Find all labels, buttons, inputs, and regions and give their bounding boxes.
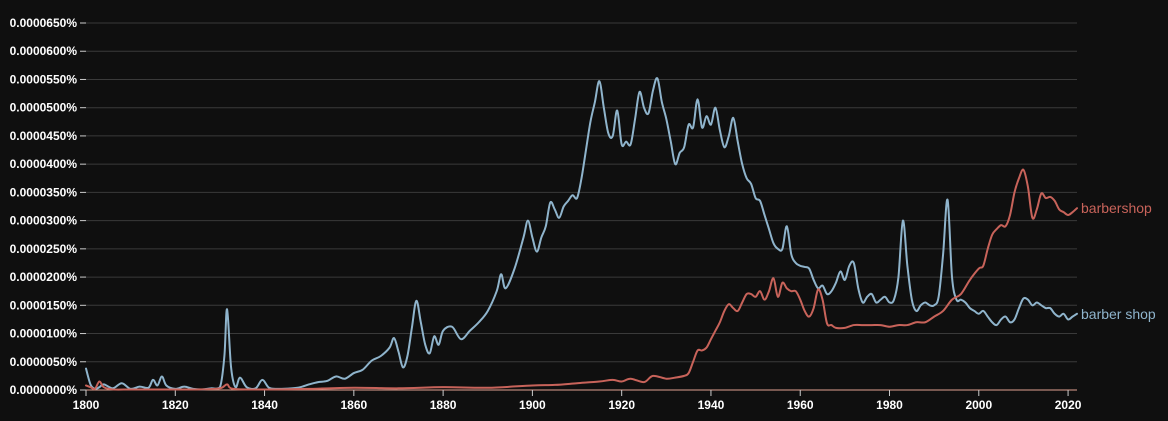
x-axis: 1800 1820 1840 1860 1880 1900 1920 1940 1960 1980… <box>73 389 1082 412</box>
x-tick-label: 1900 <box>519 398 546 412</box>
y-tick-label: 0.0000550% <box>10 72 78 86</box>
series-labels: barber shop barbershop <box>1081 200 1156 322</box>
y-axis: 0.0000000% 0.0000050% 0.0000100% 0.0000150%… <box>10 16 86 397</box>
x-tick-label: 1800 <box>73 398 100 412</box>
y-tick-label: 0.0000600% <box>10 44 78 58</box>
x-tick-label: 1960 <box>787 398 814 412</box>
y-tick-label: 0.0000200% <box>10 270 78 284</box>
x-tick-label: 2020 <box>1055 398 1082 412</box>
x-tick-label: 1880 <box>430 398 457 412</box>
series-line-barbershop[interactable] <box>85 168 1078 391</box>
y-tick-label: 0.0000000% <box>10 383 78 397</box>
y-tick-label: 0.0000150% <box>10 298 78 312</box>
series-label-barber-shop: barber shop <box>1081 306 1156 322</box>
y-tick-label: 0.0000050% <box>10 355 78 369</box>
y-tick-label: 0.0000350% <box>10 185 78 199</box>
y-tick-label: 0.0000400% <box>10 157 78 171</box>
x-tick-label: 1860 <box>340 398 367 412</box>
y-tick-label: 0.0000250% <box>10 242 78 256</box>
y-tick-label: 0.0000300% <box>10 214 78 228</box>
series-label-barbershop: barbershop <box>1081 200 1152 216</box>
x-tick-label: 1840 <box>251 398 278 412</box>
x-tick-label: 1920 <box>608 398 635 412</box>
y-tick-label: 0.0000500% <box>10 101 78 115</box>
y-tick-label: 0.0000450% <box>10 129 78 143</box>
x-tick-label: 1820 <box>162 398 189 412</box>
x-tick-label: 2000 <box>965 398 992 412</box>
y-tick-label: 0.0000100% <box>10 327 78 341</box>
series-layer <box>85 77 1078 391</box>
grid-layer <box>86 22 1077 363</box>
x-tick-label: 1980 <box>876 398 903 412</box>
y-tick-label: 0.0000650% <box>10 16 78 30</box>
series-line-barber-shop[interactable] <box>85 77 1078 391</box>
x-tick-label: 1940 <box>698 398 725 412</box>
